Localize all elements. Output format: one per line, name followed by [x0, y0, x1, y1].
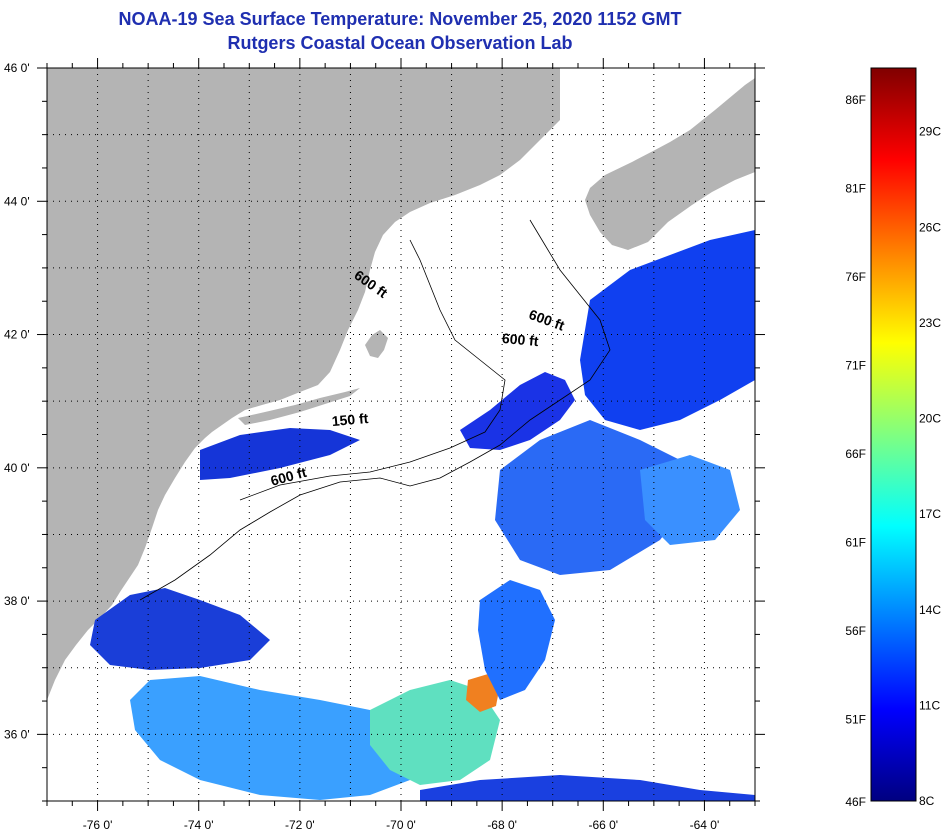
- sst-patch-ny-bight: [200, 428, 360, 480]
- sst-patch-gulf-of-maine: [460, 372, 575, 450]
- lat-tick-label: 36 0': [4, 727, 30, 741]
- map-grid: [46, 68, 755, 802]
- lat-tick-label: 38 0': [4, 594, 30, 608]
- lon-tick-label: -64 0': [690, 818, 720, 832]
- contour-600ft: [139, 219, 611, 601]
- colorbar: 46F 51F 56F 61F 66F 71F 76F 81F 86F 8C 11C 14C 17C 20…: [845, 67, 941, 809]
- lon-tick-label: -76 0': [83, 818, 113, 832]
- colorbar-c-label: 14C: [919, 603, 941, 617]
- lon-tick-label: -72 0': [285, 818, 315, 832]
- colorbar-f-label: 51F: [845, 713, 866, 727]
- colorbar-c-label: 17C: [919, 507, 941, 521]
- lat-tick-label: 44 0': [4, 194, 30, 208]
- land-cape-cod: [365, 330, 388, 358]
- sst-patch-gulf-stream-hot: [466, 674, 500, 712]
- colorbar-gradient: [870, 67, 917, 802]
- sst-patch-south: [420, 775, 755, 801]
- colorbar-c-label: 29C: [919, 125, 941, 139]
- sst-patch-delaware-shelf: [90, 588, 270, 670]
- colorbar-c-label: 11C: [919, 698, 940, 712]
- lon-tick-label: -66 0': [588, 818, 618, 832]
- map-area: [47, 68, 755, 801]
- sst-patch-scotian-shelf: [580, 230, 755, 430]
- colorbar-f-label: 81F: [845, 181, 866, 195]
- sst-patch-east: [640, 455, 740, 545]
- lat-tick-label: 46 0': [4, 61, 30, 75]
- colorbar-f-label: 86F: [845, 93, 866, 107]
- land-us-coast: [47, 68, 560, 700]
- colorbar-f-label: 76F: [845, 270, 866, 284]
- colorbar-f-label: 66F: [845, 447, 866, 461]
- colorbar-c-label: 23C: [919, 316, 941, 330]
- lon-tick-label: -70 0': [386, 818, 416, 832]
- lon-tick-label: -74 0': [184, 818, 214, 832]
- colorbar-c-label: 20C: [919, 412, 941, 426]
- contour-label: 150 ft: [331, 410, 369, 429]
- colorbar-f-label: 71F: [845, 358, 866, 372]
- land-nova-scotia: [590, 88, 755, 244]
- map-title: NOAA-19 Sea Surface Temperature: Novembe…: [118, 9, 682, 29]
- lon-tick-label: -68 0': [487, 818, 517, 832]
- lat-tick-label: 40 0': [4, 461, 30, 475]
- colorbar-f-label: 61F: [845, 536, 866, 550]
- colorbar-c-label: 26C: [919, 220, 941, 234]
- map-ticks: -76 0' -74 0' -72 0' -70 0' -68 0' -66 0' -64 …: [4, 58, 765, 832]
- map-subtitle: Rutgers Coastal Ocean Observation Lab: [227, 33, 573, 53]
- sst-patch-georges-bank: [495, 420, 690, 575]
- contour-150ft: [239, 239, 506, 501]
- sst-patch-gulf-stream-wall: [478, 580, 555, 700]
- colorbar-c-label: 8C: [919, 794, 935, 808]
- lat-tick-label: 42 0': [4, 328, 30, 342]
- sst-patch-gulf-stream-warm: [370, 680, 500, 785]
- land-long-island: [238, 388, 360, 425]
- contour-label: 600 ft: [501, 330, 539, 349]
- colorbar-f-label: 46F: [845, 795, 866, 809]
- sst-patch-cape-hatteras: [130, 676, 420, 800]
- colorbar-f-label: 56F: [845, 624, 866, 638]
